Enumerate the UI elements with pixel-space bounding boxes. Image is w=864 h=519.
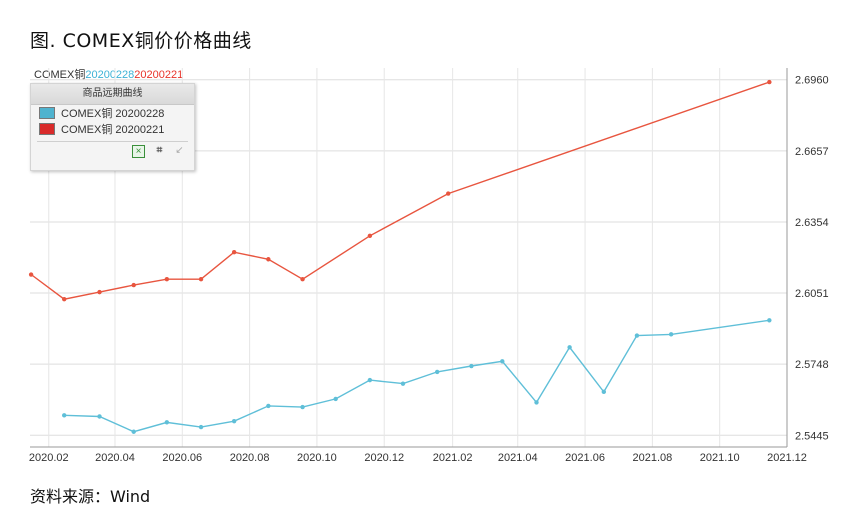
chart-header: COMEX铜2020022820200221 — [34, 66, 183, 82]
excel-icon[interactable]: × — [132, 145, 145, 158]
data-point — [767, 318, 772, 323]
data-point — [300, 277, 305, 282]
data-point — [131, 282, 136, 288]
legend-label: COMEX铜 20200228 — [61, 108, 165, 120]
figure-title: 图. COMEX铜价价格曲线 — [30, 30, 252, 52]
legend-title: 商品远期曲线 — [31, 84, 194, 105]
legend-item-20200228[interactable]: COMEX铜 20200228 — [31, 105, 194, 121]
data-point — [446, 191, 451, 196]
data-point — [198, 424, 204, 430]
data-point — [500, 359, 505, 364]
series-line-0 — [30, 81, 770, 300]
legend-swatch — [39, 107, 55, 119]
legend-toolbar: × ⌗ ↙ — [31, 145, 194, 158]
data-point — [164, 277, 170, 282]
data-point — [266, 257, 271, 262]
data-point — [601, 389, 607, 395]
x-tick-label: 2020.12 — [364, 452, 404, 464]
x-tick-label: 2021.06 — [565, 452, 605, 464]
series-line-1 — [64, 319, 770, 433]
header-date-2: 20200221 — [134, 69, 184, 81]
x-tick-label: 2020.04 — [95, 452, 135, 464]
data-point — [131, 429, 136, 434]
x-tick-label: 2020.02 — [29, 452, 69, 464]
data-point — [367, 377, 373, 383]
data-point — [767, 79, 772, 85]
x-tick-label: 2021.08 — [632, 452, 672, 464]
data-point — [469, 363, 474, 369]
y-tick-label: 2.6960 — [795, 75, 829, 87]
data-point — [97, 414, 102, 419]
legend-divider — [37, 141, 188, 142]
legend-label: COMEX铜 20200221 — [61, 124, 165, 136]
y-tick-label: 2.5748 — [795, 359, 829, 371]
data-point — [28, 272, 34, 277]
header-commodity: COMEX铜 — [34, 69, 86, 81]
x-tick-label: 2020.10 — [297, 452, 337, 464]
data-point — [198, 277, 204, 282]
x-tick-label: 2020.08 — [230, 452, 270, 464]
data-point — [333, 396, 338, 402]
data-point — [97, 289, 102, 295]
x-tick-label: 2021.10 — [700, 452, 740, 464]
x-tick-label: 2021.12 — [767, 452, 807, 464]
data-point — [62, 413, 67, 418]
legend-panel[interactable]: 商品远期曲线 COMEX铜 20200228 COMEX铜 20200221 ×… — [30, 83, 195, 171]
data-point — [231, 250, 237, 255]
y-tick-label: 2.6051 — [795, 288, 829, 300]
data-point — [164, 420, 170, 425]
x-tick-label: 2021.02 — [433, 452, 473, 464]
y-tick-label: 2.5445 — [795, 430, 829, 442]
data-point — [300, 404, 305, 410]
header-date-1: 20200228 — [85, 69, 135, 81]
legend-swatch — [39, 123, 55, 135]
data-point — [62, 296, 67, 302]
y-tick-label: 2.6354 — [795, 217, 829, 229]
data-point — [668, 332, 674, 337]
data-point — [434, 369, 440, 375]
data-point — [266, 403, 271, 409]
data-point — [534, 400, 539, 405]
data-point — [367, 233, 373, 238]
x-tick-label: 2020.06 — [162, 452, 202, 464]
data-point — [400, 381, 406, 386]
crop-icon[interactable]: ⌗ — [156, 145, 163, 156]
data-point — [231, 418, 237, 424]
legend-item-20200221[interactable]: COMEX铜 20200221 — [31, 121, 194, 137]
data-point — [634, 333, 640, 338]
y-tick-label: 2.6657 — [795, 146, 829, 158]
source-note: 资料来源：Wind — [30, 487, 151, 506]
data-point — [567, 345, 572, 350]
export-icon[interactable]: ↙ — [175, 145, 184, 156]
x-tick-label: 2021.04 — [498, 452, 538, 464]
